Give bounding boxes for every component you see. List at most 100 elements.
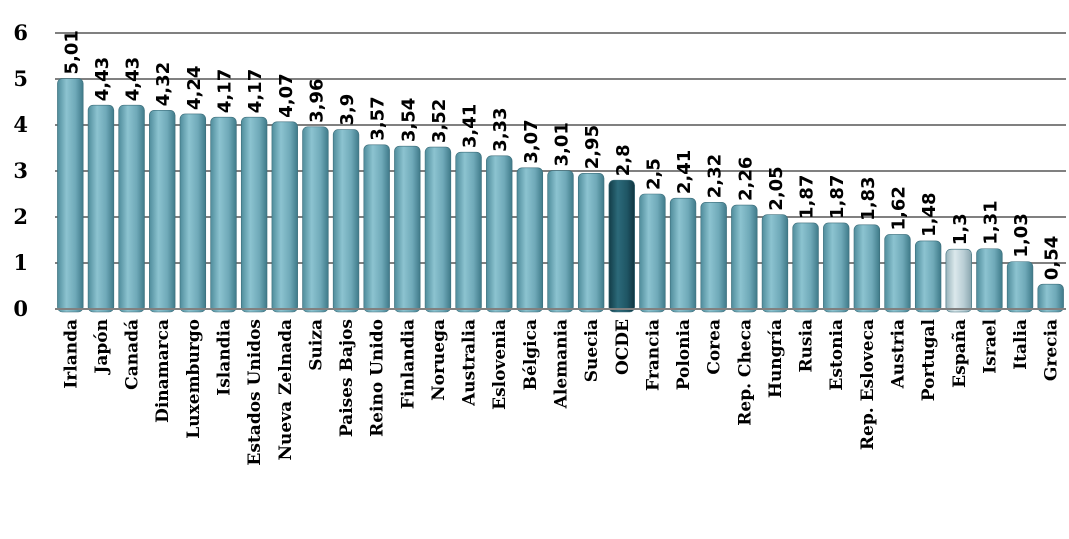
y-tick-label: 3 <box>13 158 28 183</box>
y-tick-label: 5 <box>13 66 28 91</box>
category-label: Polonia <box>674 319 694 390</box>
data-label: 1,31 <box>980 200 1001 244</box>
bar <box>394 145 421 313</box>
category-label: Corea <box>705 319 725 375</box>
data-label: 2,8 <box>613 144 634 176</box>
category-label: Reino Unido <box>368 319 388 437</box>
bar <box>57 78 84 313</box>
bar <box>608 179 635 313</box>
category-label: OCDE <box>613 319 633 375</box>
data-label: 4,43 <box>92 57 113 101</box>
bar <box>486 155 513 313</box>
category-label: Francia <box>643 319 663 391</box>
bar <box>976 248 1003 313</box>
bars <box>57 78 1064 313</box>
data-label: 0,54 <box>1042 236 1063 280</box>
bar <box>700 201 727 313</box>
bar <box>516 167 544 313</box>
data-label: 1,48 <box>919 192 940 236</box>
category-label: Alemania <box>552 319 572 409</box>
bar <box>761 214 789 313</box>
bar <box>271 121 298 313</box>
category-label: Estonia <box>827 319 847 391</box>
category-label: Austria <box>889 319 909 389</box>
data-label: 1,03 <box>1011 213 1032 257</box>
category-label: Hungría <box>766 319 786 398</box>
data-label: 3,9 <box>337 94 358 126</box>
bar <box>363 144 390 313</box>
category-label: Rep. Esloveca <box>858 319 878 450</box>
data-label: 1,83 <box>858 176 879 220</box>
category-label: Noruega <box>429 319 449 401</box>
category-label: Islandia <box>215 319 235 396</box>
category-label: Canadá <box>123 319 143 390</box>
bar <box>577 173 605 313</box>
data-label: 4,32 <box>153 62 174 106</box>
data-label: 3,57 <box>368 96 389 140</box>
category-label: Finlandia <box>398 319 418 409</box>
data-label: 2,05 <box>766 166 787 210</box>
category-label: Estados Unidos <box>245 319 265 466</box>
category-label: Irlanda <box>61 319 81 389</box>
data-label: 3,33 <box>490 107 511 151</box>
category-labels: Irlanda Japón Canadá Dinamarca Luxemburgo Isl… <box>61 318 1061 465</box>
data-label: 5,01 <box>61 30 82 74</box>
data-labels: 5,01 4,43 4,43 4,32 4,24 4,17 4,17 4,07 3,96 3,9 3… <box>61 30 1062 280</box>
data-label: 2,41 <box>674 150 695 194</box>
data-label: 4,17 <box>245 69 266 113</box>
bar <box>455 151 482 313</box>
category-label: Rusia <box>797 319 817 373</box>
bar <box>547 170 574 313</box>
category-label: Israel <box>980 318 1000 373</box>
bar <box>210 116 237 313</box>
y-tick-label: 6 <box>13 20 28 45</box>
category-label: Suiza <box>306 319 326 371</box>
category-label: Rep. Checa <box>735 319 755 426</box>
bar <box>149 109 176 313</box>
bar <box>914 240 942 313</box>
data-label: 4,07 <box>276 73 297 117</box>
data-label: 3,07 <box>521 119 542 163</box>
data-label: 3,52 <box>429 99 450 143</box>
data-label: 2,32 <box>705 154 726 198</box>
category-label: Italia <box>1011 319 1031 370</box>
bar <box>792 222 819 313</box>
data-label: 1,3 <box>950 213 971 245</box>
data-label: 4,24 <box>184 66 205 110</box>
category-label: España <box>950 319 970 388</box>
bar <box>731 204 758 313</box>
data-label: 3,41 <box>460 104 481 148</box>
bar <box>302 126 329 313</box>
category-label: Eslovenia <box>490 319 510 410</box>
bar <box>424 146 452 313</box>
bar <box>669 197 697 313</box>
bar <box>884 234 911 313</box>
data-label: 2,5 <box>643 158 664 190</box>
category-label: Paises Bajos <box>337 319 357 437</box>
y-tick-label: 2 <box>13 204 28 229</box>
data-label: 3,01 <box>552 122 573 166</box>
bar <box>823 222 850 313</box>
data-label: 1,87 <box>827 175 848 219</box>
data-label: 1,87 <box>797 175 818 219</box>
data-label: 4,43 <box>123 57 144 101</box>
category-label: Nueva Zelnada <box>276 319 296 461</box>
data-label: 2,26 <box>735 157 756 201</box>
category-label: Luxemburgo <box>184 319 204 439</box>
bar <box>853 224 881 313</box>
data-label: 1,62 <box>889 186 910 230</box>
y-tick-label: 0 <box>13 296 28 321</box>
bar <box>179 113 207 313</box>
bar <box>87 104 115 313</box>
category-label: Australia <box>460 319 480 407</box>
bar <box>639 193 666 313</box>
y-tick-label: 1 <box>13 250 28 275</box>
bar <box>945 248 972 313</box>
bar <box>240 116 268 313</box>
category-label: Suecia <box>582 319 602 382</box>
data-label: 4,17 <box>215 69 236 113</box>
category-label: Japón <box>92 319 112 376</box>
data-label: 3,96 <box>306 78 327 122</box>
data-label: 3,54 <box>398 98 419 142</box>
